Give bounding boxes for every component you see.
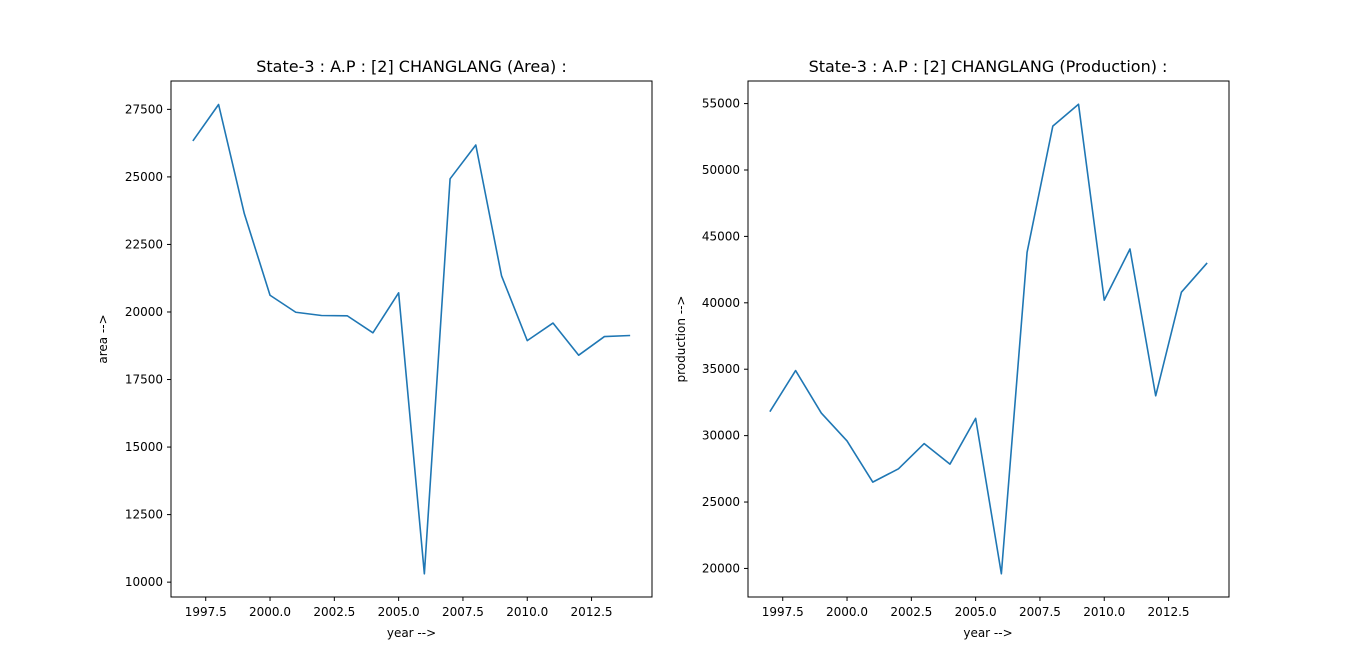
plot-frame <box>747 80 1230 598</box>
x-tick-label: 2000.0 <box>826 605 868 619</box>
y-tick-label: 10000 <box>125 575 163 589</box>
chart-title: State-3 : A.P : [2] CHANGLANG (Productio… <box>809 57 1168 76</box>
y-tick-label: 50000 <box>702 163 740 177</box>
x-tick-label: 2007.5 <box>442 605 484 619</box>
x-axis-label: year --> <box>387 626 436 640</box>
y-tick-label: 12500 <box>125 508 163 522</box>
series-line <box>769 103 1208 575</box>
y-axis-label: production --> <box>674 296 688 383</box>
production-chart: State-3 : A.P : [2] CHANGLANG (Productio… <box>674 57 1230 640</box>
y-tick-label: 17500 <box>125 373 163 387</box>
y-axis-label: area --> <box>96 314 110 363</box>
y-tick-label: 40000 <box>702 296 740 310</box>
y-tick-label: 15000 <box>125 440 163 454</box>
x-tick-label: 2005.0 <box>955 605 997 619</box>
x-tick-label: 2012.5 <box>571 605 613 619</box>
x-tick-label: 2002.5 <box>890 605 932 619</box>
chart-title: State-3 : A.P : [2] CHANGLANG (Area) : <box>256 57 567 76</box>
plot-frame <box>170 80 653 598</box>
x-tick-label: 2000.0 <box>249 605 291 619</box>
x-axis-label: year --> <box>963 626 1012 640</box>
area-chart: State-3 : A.P : [2] CHANGLANG (Area) : 1… <box>96 57 653 640</box>
y-tick-label: 30000 <box>702 429 740 443</box>
y-tick-label: 25000 <box>125 170 163 184</box>
x-tick-label: 2012.5 <box>1148 605 1190 619</box>
y-tick-label: 20000 <box>702 561 740 575</box>
y-tick-label: 55000 <box>702 97 740 111</box>
x-tick-label: 2005.0 <box>378 605 420 619</box>
y-tick-label: 35000 <box>702 362 740 376</box>
y-tick-label: 22500 <box>125 237 163 251</box>
y-tick-label: 45000 <box>702 229 740 243</box>
x-tick-label: 2002.5 <box>313 605 355 619</box>
y-tick-label: 25000 <box>702 495 740 509</box>
x-tick-label: 2007.5 <box>1019 605 1061 619</box>
series-line <box>192 103 631 575</box>
x-tick-label: 2010.0 <box>1083 605 1125 619</box>
x-tick-label: 1997.5 <box>185 605 227 619</box>
x-tick-label: 1997.5 <box>762 605 804 619</box>
y-tick-label: 27500 <box>125 102 163 116</box>
x-tick-label: 2010.0 <box>506 605 548 619</box>
y-tick-label: 20000 <box>125 305 163 319</box>
